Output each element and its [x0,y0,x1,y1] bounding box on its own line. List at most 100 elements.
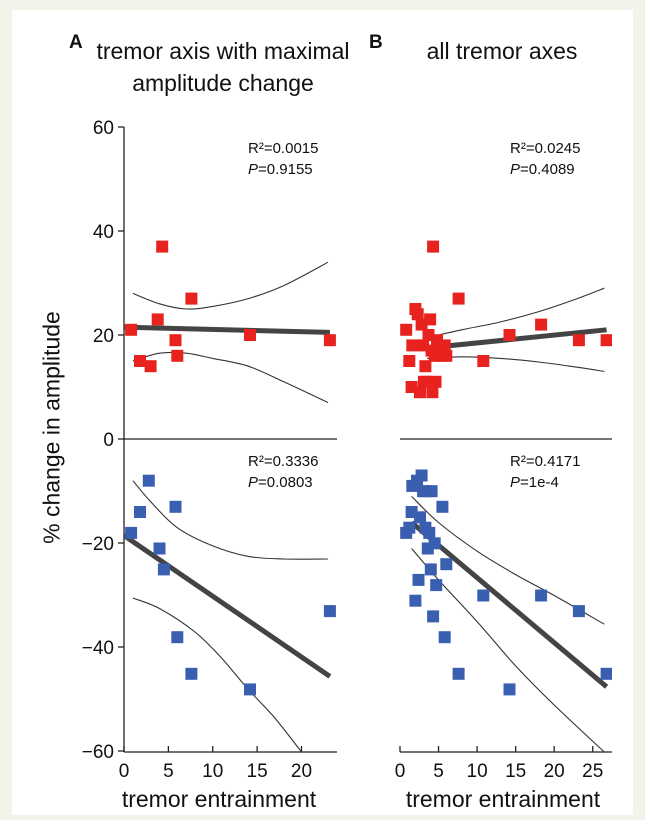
data-point [400,323,413,336]
x-axis-label-b: tremor entrainment [405,786,601,812]
data-point [125,323,138,336]
data-point [134,355,146,367]
data-point [403,355,416,367]
panel-a-letter: A [69,32,83,53]
figure-frame: A B tremor axis with maximal amplitude c… [12,10,633,815]
data-point [406,339,419,352]
data-point [477,355,490,367]
regression-line [409,520,609,689]
data-point [427,240,440,253]
data-point [415,469,428,482]
data-point [414,386,426,399]
data-point [426,386,439,399]
ci-upper-curve [426,287,605,339]
panel-b-letter: B [369,32,383,53]
regression-line [426,327,607,351]
data-point [244,683,256,696]
data-point [244,329,256,341]
x-tick-label: 5 [163,761,174,782]
x-tick-label: 25 [582,761,603,782]
series-b-top [400,240,612,399]
data-point [452,292,465,305]
stats-annotations: R²=0.0015 P=0.9155 R²=0.3336 P=0.0803 R²=0.0… [248,140,580,491]
y-tick-label: 40 [93,222,114,243]
x-tick-label: 15 [505,761,526,782]
data-point [144,360,157,373]
data-point [503,683,516,696]
data-point [535,318,548,331]
data-point [171,631,184,644]
data-point [477,589,490,602]
data-point [535,589,548,602]
series-layer [124,240,612,752]
y-tick-label: −60 [82,742,114,763]
p-value-label: P=1e-4 [510,474,559,491]
data-point [185,292,198,305]
x-tick-label: 20 [291,761,312,782]
data-point [438,339,451,352]
r-squared-label: R²=0.4171 [510,453,580,470]
ci-lower-curve [132,351,329,404]
data-point [409,594,422,607]
data-point [452,667,465,680]
series-b-bottom [400,469,612,752]
data-point [323,605,336,618]
ci-upper-curve [132,261,329,310]
data-point [169,500,182,513]
data-point [425,485,438,498]
data-point [169,334,182,347]
data-point [185,667,198,680]
y-tick-label: 60 [93,118,114,139]
x-ticks: 0 5 10 15 20 0 5 10 15 20 25 [119,746,612,782]
p-value-label: P=0.4089 [510,161,575,178]
data-point [430,579,443,592]
ci-lower-curve [426,356,605,372]
ci-upper-curve [132,480,329,560]
data-point [412,573,425,586]
p-value-label: P=0.0803 [248,474,313,491]
panel-a-title: tremor axis with maximal amplitude chang… [96,38,350,96]
data-point [153,542,166,555]
data-point [503,329,516,341]
regression-line [124,533,332,679]
x-tick-label: 20 [544,761,565,782]
data-point [157,563,170,576]
data-point [151,313,164,326]
y-tick-label: 20 [93,326,114,347]
data-point [427,610,440,623]
series-a-bottom [124,474,336,752]
x-tick-label: 10 [202,761,223,782]
data-point [438,631,451,644]
data-point [156,240,169,253]
r-squared-label: R²=0.3336 [248,453,318,470]
data-point [440,349,453,362]
data-point [600,334,612,347]
data-point [125,526,138,539]
x-axis-label-a: tremor entrainment [121,786,317,812]
data-point [440,558,453,571]
ci-upper-curve [411,496,605,625]
data-point [419,360,432,373]
y-ticks: 60 40 20 0 −20 −40 −60 [82,118,124,763]
data-point [403,521,416,534]
data-point [414,511,426,524]
data-point [323,334,336,347]
x-tick-label: 0 [119,761,130,782]
data-point [171,349,184,362]
ci-lower-curve [411,548,605,752]
data-point [142,474,155,487]
data-point [134,506,146,518]
y-tick-label: −40 [82,638,114,659]
y-tick-label: −20 [82,534,114,555]
x-tick-label: 10 [467,761,488,782]
r-squared-label: R²=0.0015 [248,140,318,157]
series-a-top [124,240,336,404]
data-point [424,563,437,576]
data-point [600,667,612,680]
plot-canvas: 60 40 20 0 −20 −40 −60 0 5 10 15 20 0 5 10 15 20 25 R²=0… [82,118,612,782]
data-point [411,308,424,321]
x-tick-label: 15 [247,761,268,782]
p-value-label: P=0.9155 [248,161,313,178]
x-tick-label: 5 [433,761,444,782]
data-point [572,334,585,347]
